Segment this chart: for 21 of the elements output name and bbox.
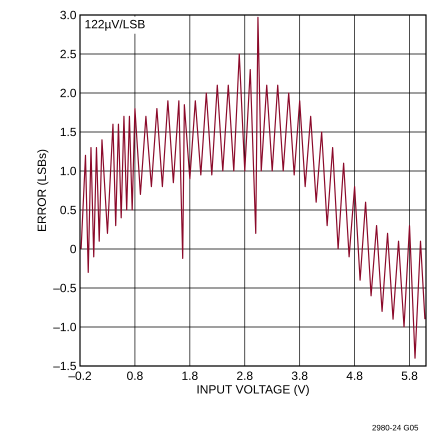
y-tick-label: 1.5	[60, 128, 76, 136]
y-tick-label: –0.5	[53, 284, 76, 292]
y-tick-label: 1.0	[60, 166, 76, 176]
x-axis-title: INPUT VOLTAGE (V)	[198, 384, 309, 396]
x-tick-label: 4.8	[346, 372, 362, 380]
y-tick-label: 3.0	[60, 10, 76, 20]
x-tick-label: 5.8	[402, 372, 418, 380]
y-tick-label: –1.0	[53, 322, 76, 332]
x-tick-label: 2.8	[237, 372, 253, 380]
x-tick-label: 3.8	[292, 372, 308, 380]
y-tick-label: –1.5	[53, 362, 76, 370]
annotation: 122µV/LSB	[85, 20, 145, 31]
y-tick-label: 2.0	[60, 88, 76, 98]
y-tick-label: 0	[70, 244, 76, 254]
y-tick-label: 0.5	[60, 206, 76, 214]
y-axis-title: ERROR (LSBs)	[37, 150, 48, 232]
y-tick-label: 2.5	[60, 50, 76, 58]
line-series	[80, 16, 426, 359]
x-tick-label: –0.2	[68, 372, 92, 380]
x-tick-label: 0.8	[127, 372, 143, 380]
x-tick-label: 1.8	[182, 372, 198, 380]
